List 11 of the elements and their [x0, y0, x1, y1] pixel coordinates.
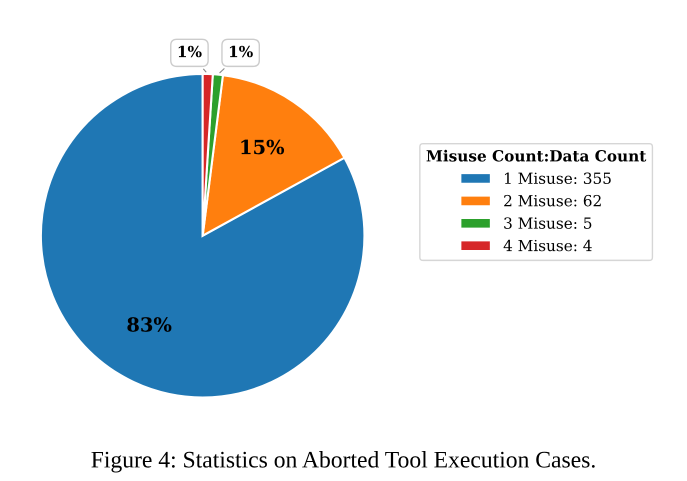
data-label: 1% [178, 46, 202, 58]
data-label: 15% [241, 140, 284, 154]
legend-label: 2 Misuse: 62 [504, 194, 601, 206]
legend-label: 1 Misuse: 355 [504, 172, 611, 184]
legend-title: Misuse Count:Data Count [426, 150, 646, 162]
legend-label: 3 Misuse: 5 [504, 217, 592, 229]
text: Figure 4: Statistics on Aborted Tool Execution Cases. [91, 451, 595, 472]
pie-slice [40, 72, 366, 399]
data-label: 83% [127, 317, 172, 332]
legend-label: 4 Misuse: 4 [504, 240, 592, 252]
data-label: 1% [230, 46, 253, 58]
